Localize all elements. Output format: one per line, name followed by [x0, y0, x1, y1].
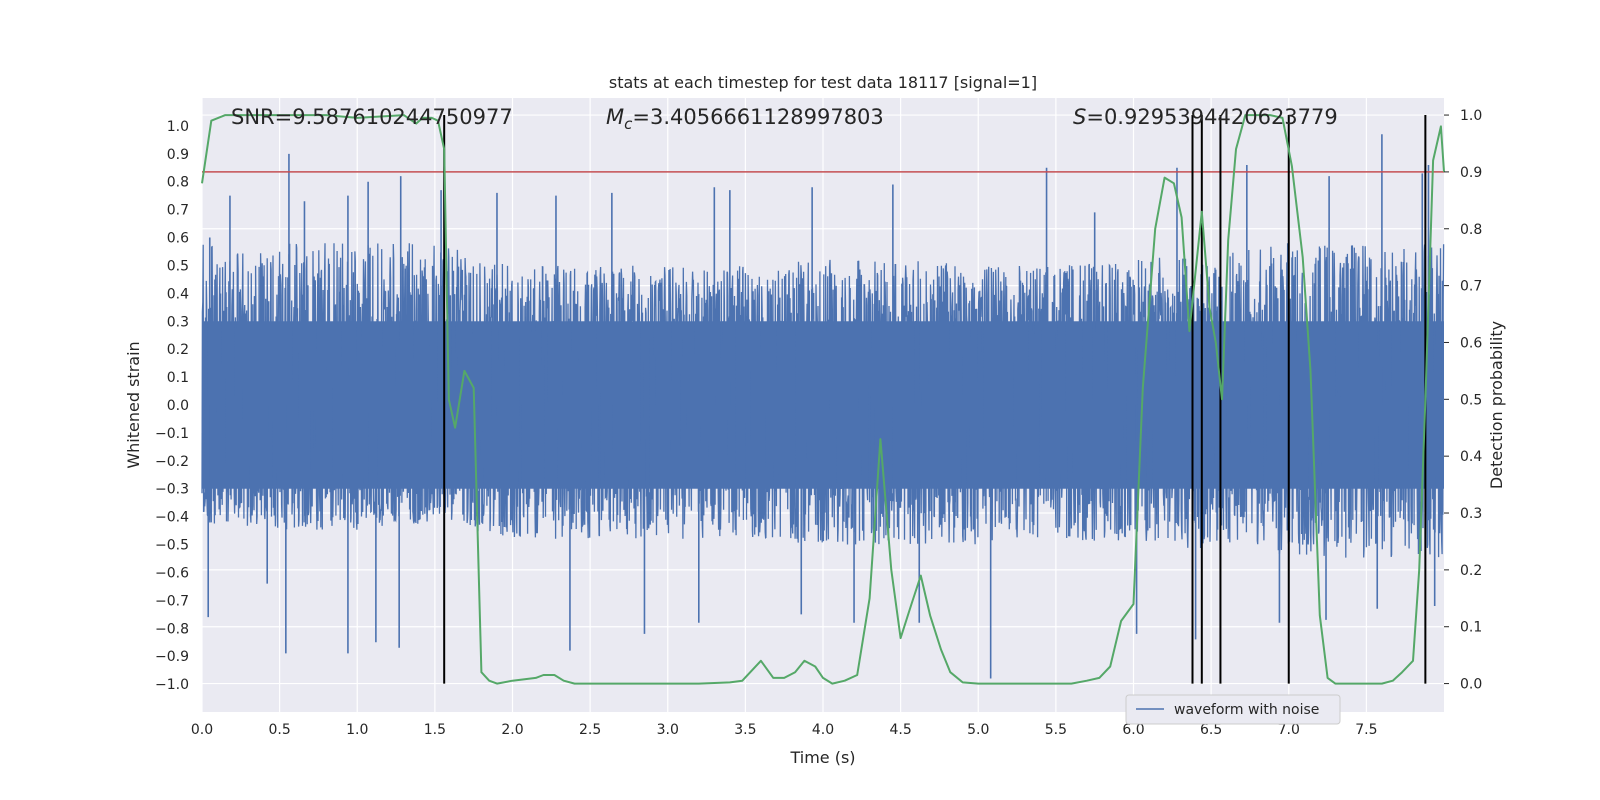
x-tick-label: 2.5	[579, 722, 601, 738]
mc-subscript: c	[624, 115, 633, 133]
left-y-tick-label: −0.6	[155, 565, 189, 581]
right-y-tick-label: 0.5	[1460, 392, 1482, 408]
right-y-tick-label: 0.1	[1460, 620, 1482, 636]
left-y-tick-label: 1.0	[167, 119, 189, 135]
left-y-tick-label: −0.8	[155, 621, 189, 637]
right-y-tick-label: 0.2	[1460, 563, 1482, 579]
left-y-tick-label: −0.1	[155, 426, 189, 442]
chart-title: stats at each timestep for test data 181…	[609, 73, 1037, 92]
x-tick-label: 6.5	[1200, 722, 1222, 738]
left-y-tick-label: 0.5	[167, 258, 189, 274]
x-tick-label: 5.5	[1045, 722, 1067, 738]
detection-probability-series	[201, 114, 1445, 685]
x-tick-label: 1.0	[346, 722, 368, 738]
left-y-tick-label: 0.1	[167, 370, 189, 386]
left-y-tick-label: 0.9	[167, 147, 189, 163]
right-y-tick-labels: 1.0 0.9 0.8 0.7 0.6 0.5 0.4 0.3 0.2 0.1 0.0	[1444, 108, 1482, 693]
left-y-tick-label: −0.9	[155, 649, 189, 665]
left-y-tick-label: −0.5	[155, 538, 189, 554]
x-tick-labels: 0.0 0.5 1.0 1.5 2.0 2.5 3.0 3.5 4.0 4.5 5.0 5.5 6.0 6…	[191, 722, 1378, 738]
left-y-tick-label: −0.2	[155, 454, 189, 470]
left-y-tick-label: −0.4	[155, 510, 189, 526]
left-y-tick-label: −0.3	[155, 482, 189, 498]
s-annotation: S=0.9295394420623779	[1073, 105, 1338, 129]
left-y-tick-label: 0.0	[167, 398, 189, 414]
left-y-tick-labels: 1.0 0.9 0.8 0.7 0.6 0.5 0.4 0.3 0.2 0.1 0.0 −0.1 −0.…	[155, 119, 189, 693]
right-y-axis-label: Detection probability	[1487, 321, 1506, 489]
x-tick-label: 7.0	[1278, 722, 1300, 738]
s-value: =0.9295394420623779	[1086, 105, 1337, 129]
x-tick-label: 2.0	[501, 722, 523, 738]
right-y-tick-label: 0.9	[1460, 165, 1482, 181]
left-y-tick-label: 0.7	[167, 203, 189, 219]
x-tick-label: 3.5	[734, 722, 756, 738]
x-tick-label: 1.5	[424, 722, 446, 738]
right-y-tick-label: 0.7	[1460, 279, 1482, 295]
left-y-tick-label: 0.2	[167, 342, 189, 358]
mc-value: =3.4056661128997803	[632, 105, 883, 129]
x-tick-label: 3.0	[657, 722, 679, 738]
x-tick-label: 5.0	[967, 722, 989, 738]
left-y-tick-label: 0.3	[167, 314, 189, 330]
right-y-tick-label: 0.3	[1460, 506, 1482, 522]
left-y-axis-label: Whitened strain	[124, 341, 143, 468]
detection-probability-line	[201, 114, 1445, 685]
legend-box	[1125, 694, 1341, 725]
left-y-tick-label: 0.6	[167, 231, 189, 247]
x-tick-label: 0.5	[268, 722, 290, 738]
left-y-tick-label: 0.8	[167, 175, 189, 191]
x-tick-label: 4.5	[889, 722, 911, 738]
left-y-tick-label: 0.4	[167, 286, 189, 302]
x-tick-label: 0.0	[191, 722, 213, 738]
right-y-tick-label: 0.6	[1460, 335, 1482, 351]
x-tick-label: 4.0	[812, 722, 834, 738]
x-axis-label: Time (s)	[789, 748, 855, 767]
snr-annotation: SNR=9.587610244750977	[231, 105, 513, 129]
right-y-tick-label: 0.4	[1460, 449, 1482, 465]
left-y-tick-label: −0.7	[155, 593, 189, 609]
legend-label: waveform with noise	[1174, 702, 1319, 718]
x-tick-label: 7.5	[1355, 722, 1377, 738]
s-symbol: S	[1073, 105, 1086, 129]
x-tick-label: 6.0	[1122, 722, 1144, 738]
right-y-tick-label: 1.0	[1460, 108, 1482, 124]
mc-annotation: Mc=3.4056661128997803	[606, 105, 884, 133]
legend: waveform with noise	[1125, 694, 1341, 725]
left-y-tick-label: −1.0	[155, 677, 189, 693]
waveform-trace	[201, 243, 1445, 558]
right-y-tick-label: 0.0	[1460, 677, 1482, 693]
right-y-tick-label: 0.8	[1460, 222, 1482, 238]
mc-symbol: M	[606, 105, 624, 129]
